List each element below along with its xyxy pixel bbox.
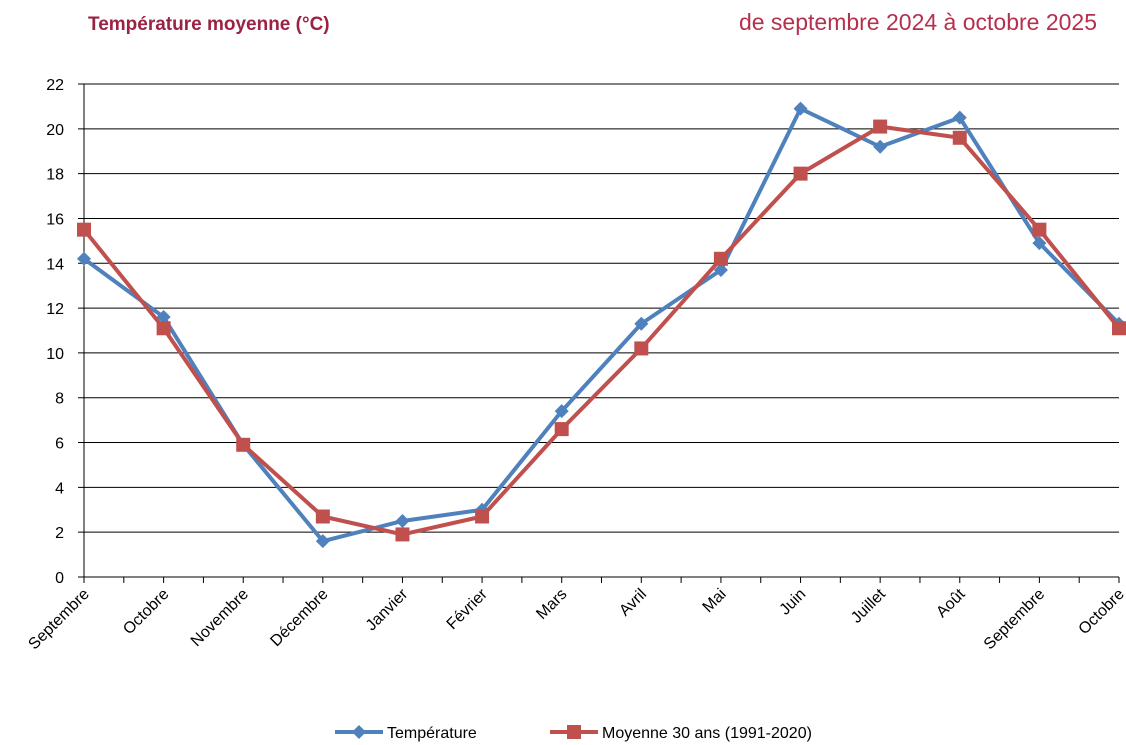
y-tick-label: 22 xyxy=(46,77,64,94)
x-tick-label: Août xyxy=(933,585,969,621)
marker xyxy=(236,437,251,452)
marker xyxy=(793,101,808,116)
x-tick-label: Avril xyxy=(616,586,650,620)
marker xyxy=(395,527,410,542)
x-tick-label: Juin xyxy=(777,586,810,619)
marker xyxy=(634,316,649,331)
x-tick-label: Mars xyxy=(533,586,570,623)
marker xyxy=(713,262,728,277)
marker xyxy=(634,341,649,356)
marker xyxy=(475,509,490,524)
marker xyxy=(1032,222,1047,237)
marker xyxy=(156,321,171,336)
x-tick-label: Septembre xyxy=(25,586,92,653)
y-tick-label: 20 xyxy=(46,122,64,139)
series-line xyxy=(82,124,1121,537)
y-tick-label: 14 xyxy=(46,256,64,273)
y-tick-label: 18 xyxy=(46,167,64,184)
x-tick-label: Décembre xyxy=(267,586,331,650)
x-tick-label: Juillet xyxy=(848,585,889,626)
marker xyxy=(713,251,728,266)
marker xyxy=(77,251,91,266)
marker xyxy=(952,110,967,125)
marker xyxy=(315,534,330,549)
legend-label: Température xyxy=(387,725,477,742)
chart-subtitle: de septembre 2024 à octobre 2025 xyxy=(739,9,1097,35)
marker xyxy=(77,222,91,237)
legend-label: Moyenne 30 ans (1991-2020) xyxy=(602,725,812,742)
y-tick-label: 10 xyxy=(46,346,64,363)
marker xyxy=(873,119,888,134)
y-tick-label: 2 xyxy=(55,525,64,542)
marker xyxy=(554,422,569,437)
legend-marker xyxy=(567,725,581,739)
x-tick-label: Novembre xyxy=(188,586,252,650)
marker xyxy=(554,404,569,419)
y-tick-label: 6 xyxy=(55,436,64,453)
series xyxy=(77,101,1126,549)
chart-title: Température moyenne (°C) xyxy=(88,14,330,35)
marker xyxy=(952,130,967,145)
y-tick-label: 8 xyxy=(55,391,64,408)
series-line xyxy=(82,106,1121,544)
y-tick-label: 0 xyxy=(55,570,64,587)
y-tick-label: 4 xyxy=(55,480,64,497)
marker xyxy=(1112,321,1126,336)
series xyxy=(77,119,1126,542)
marker xyxy=(793,166,808,181)
x-tick-label: Octobre xyxy=(1076,586,1126,638)
y-tick-label: 12 xyxy=(46,301,64,318)
x-tick-label: Janvier xyxy=(363,585,412,634)
x-tick-label: Octobre xyxy=(120,586,172,638)
marker xyxy=(315,509,330,524)
marker xyxy=(873,139,888,154)
marker xyxy=(156,310,171,325)
x-tick-label: Mai xyxy=(700,586,730,616)
x-tick-label: Septembre xyxy=(981,586,1048,653)
legend-marker xyxy=(352,725,366,739)
marker xyxy=(395,513,410,528)
marker xyxy=(1032,236,1047,251)
y-tick-label: 16 xyxy=(46,211,64,228)
x-tick-label: Février xyxy=(444,585,492,633)
